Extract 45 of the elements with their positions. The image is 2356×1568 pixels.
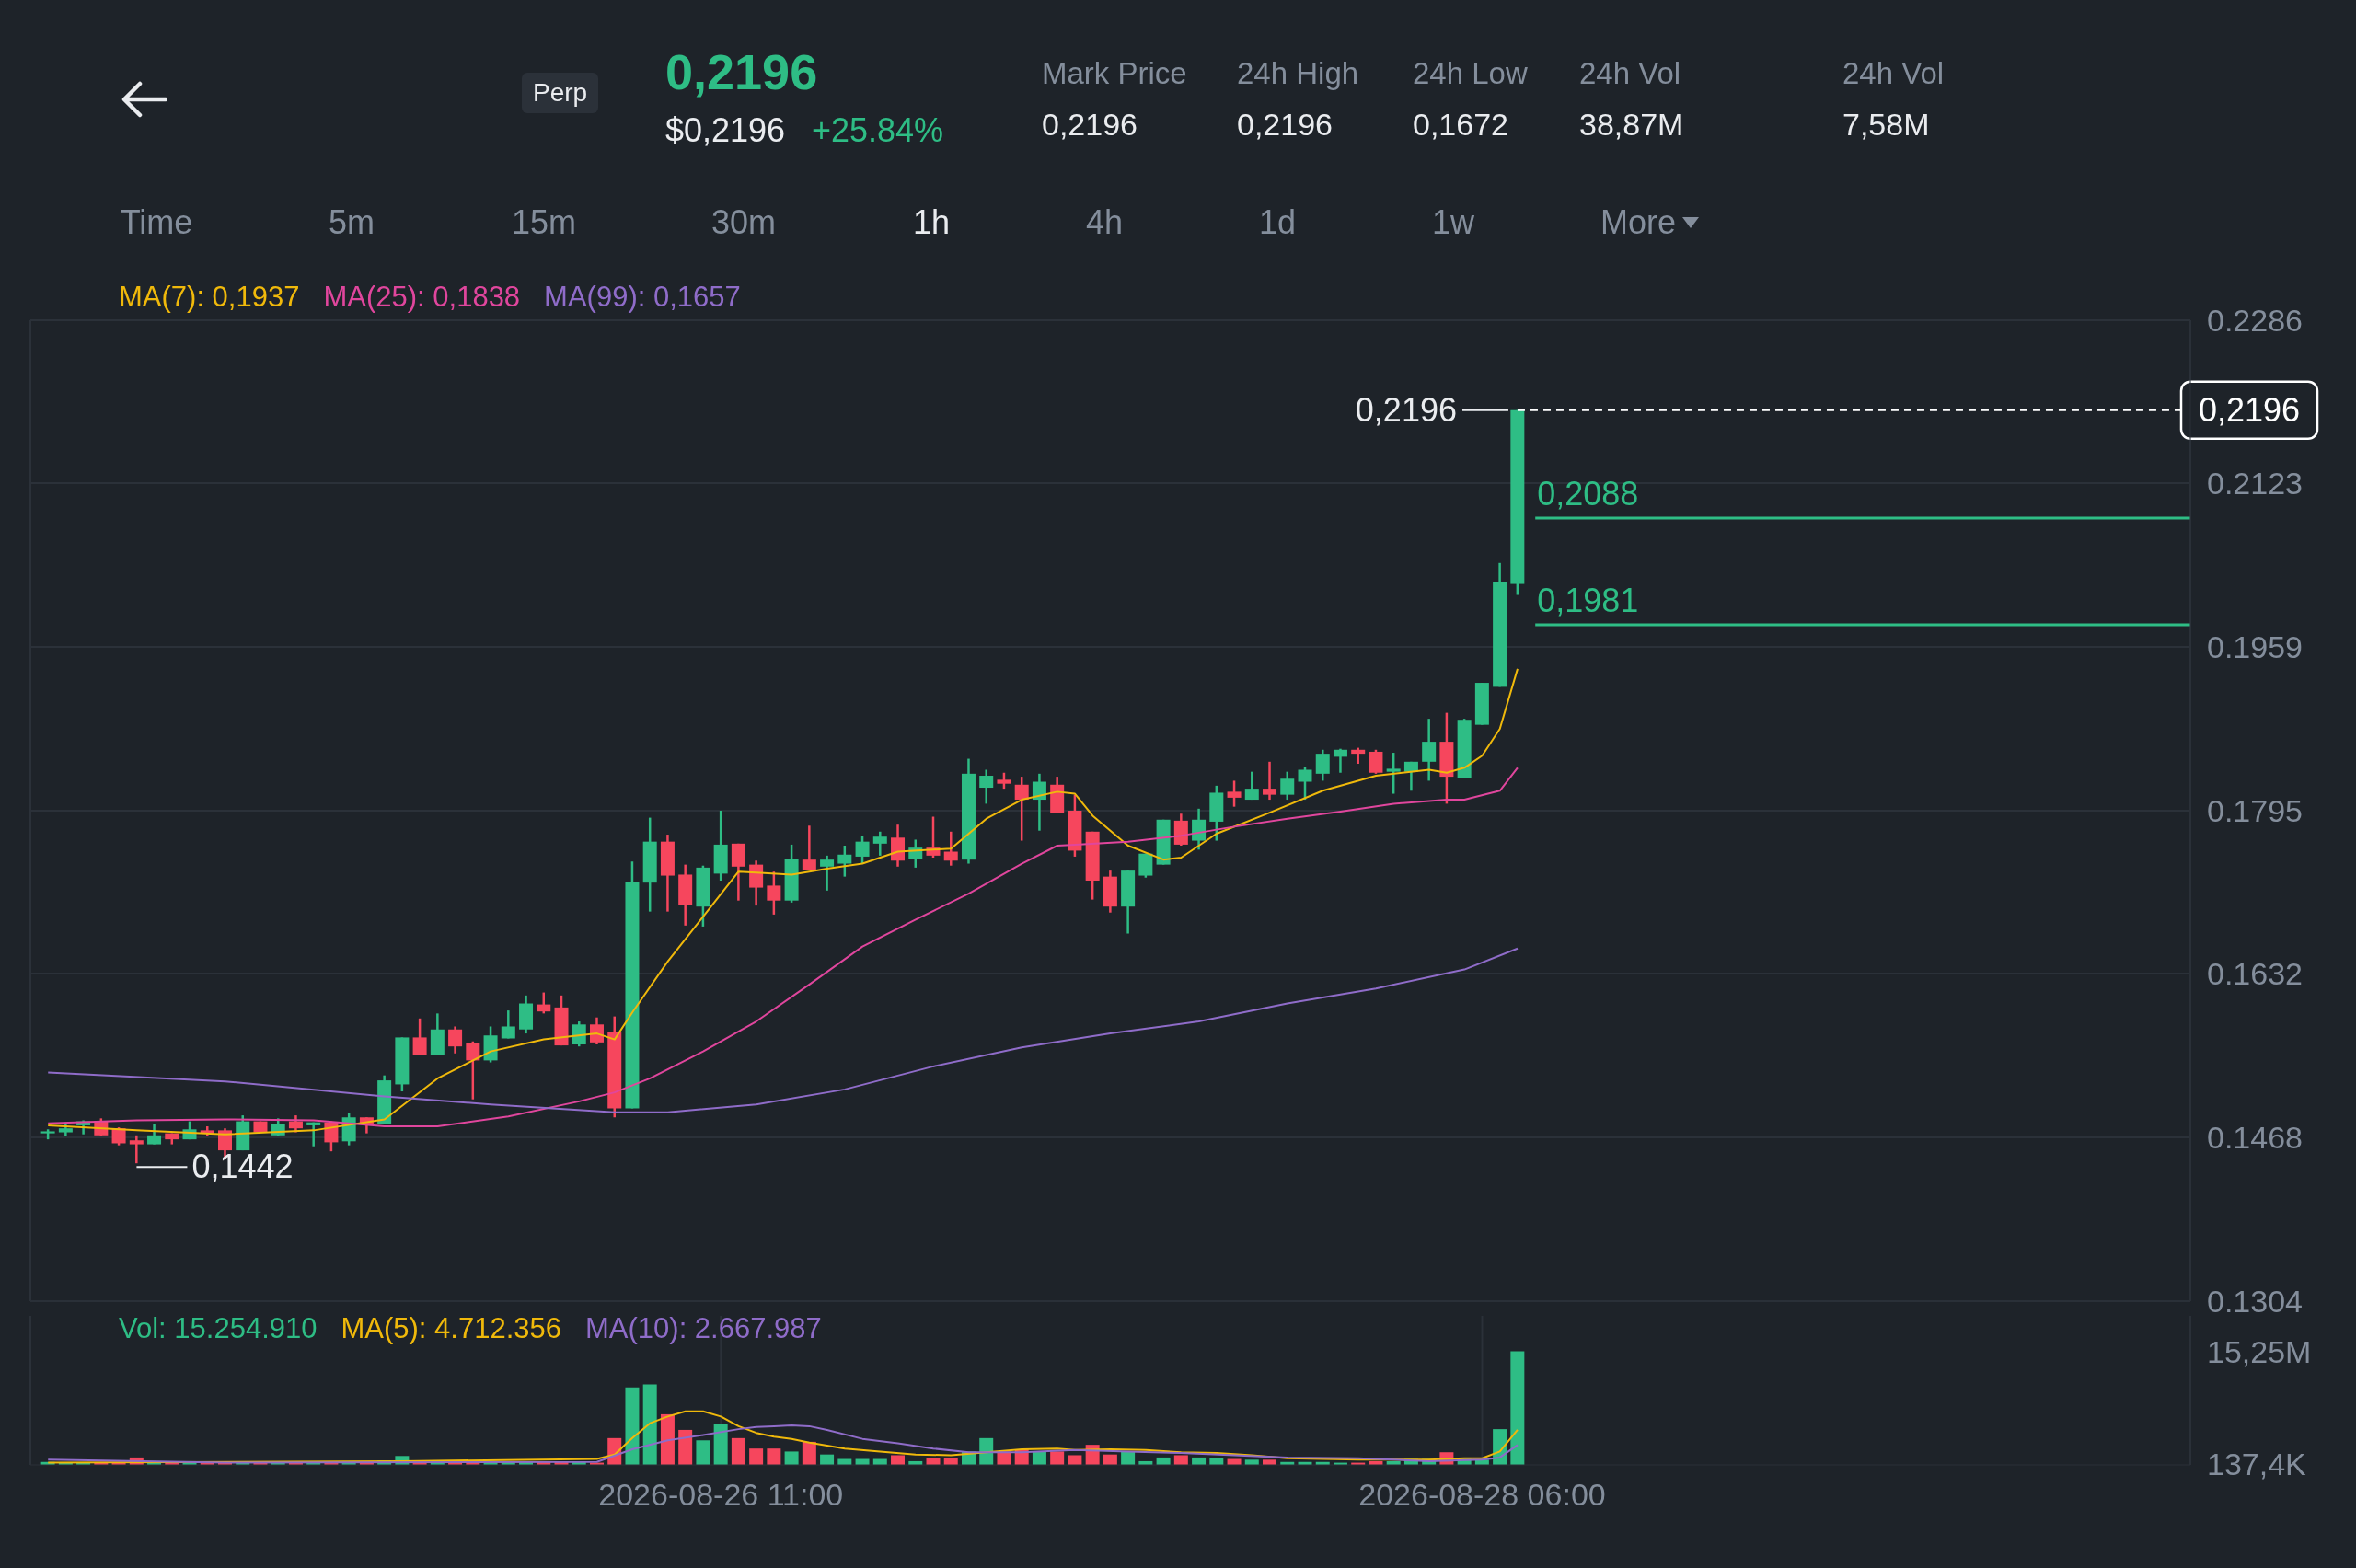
text: 24h Vol <box>1842 55 1945 91</box>
text: Perp <box>522 73 599 113</box>
x-tick-label: 2026-08-28 06:00 <box>1358 1477 1606 1513</box>
y-tick-label: 0.1468 <box>2207 1120 2303 1156</box>
text: 24h High <box>1237 55 1359 91</box>
text: Mark Price <box>1042 55 1187 91</box>
annotation: 0,2196 <box>1355 390 1457 429</box>
y-tick-label: 0.1304 <box>2207 1284 2303 1320</box>
text: Vol: 15.254.910 <box>119 1312 318 1345</box>
y-tick-label: 137,4K <box>2207 1446 2307 1482</box>
y-tick-label: 0.2286 <box>2207 303 2303 339</box>
text: $0,2196 <box>665 111 786 150</box>
text: MA(99): 0,1657 <box>544 281 741 314</box>
text: 5m <box>328 203 375 242</box>
text: 0,2196 <box>1237 107 1333 144</box>
annotation: 0,1442 <box>191 1147 294 1186</box>
ref-line-label: 0,1981 <box>1537 582 1639 620</box>
text: More <box>1600 203 1677 242</box>
y-tick-label: 0.1632 <box>2207 956 2303 992</box>
text: 24h Vol <box>1579 55 1681 91</box>
text: 0,2196 <box>1042 107 1138 144</box>
text: 1d <box>1258 203 1297 242</box>
text: 38,87M <box>1579 107 1684 144</box>
text: MA(5): 4.712.356 <box>341 1312 562 1345</box>
text: 0,2196 <box>665 42 818 100</box>
y-tick-label: 15,25M <box>2207 1333 2312 1369</box>
text: 4h <box>1085 203 1124 242</box>
text: 1w <box>1431 203 1475 242</box>
text: 7,58M <box>1842 107 1930 144</box>
text: 1h <box>912 203 951 242</box>
text: 15m <box>511 203 577 242</box>
ref-line-label: 0,2196 <box>2198 390 2301 429</box>
text: MA(7): 0,1937 <box>119 281 300 314</box>
y-tick-label: 0.1959 <box>2207 629 2303 665</box>
y-tick-label: 0.1795 <box>2207 793 2303 829</box>
y-tick-label: 0.2123 <box>2207 466 2303 502</box>
text: 24h Low <box>1413 55 1528 91</box>
text: 0,1672 <box>1413 107 1508 144</box>
text: MA(10): 2.667.987 <box>585 1312 822 1345</box>
text: 30m <box>710 203 777 242</box>
ref-line-label: 0,2088 <box>1537 474 1639 513</box>
text: MA(25): 0,1838 <box>323 281 521 314</box>
text: +25.84% <box>812 111 944 150</box>
x-tick-label: 2026-08-26 11:00 <box>598 1477 844 1513</box>
text: Time <box>120 203 193 242</box>
